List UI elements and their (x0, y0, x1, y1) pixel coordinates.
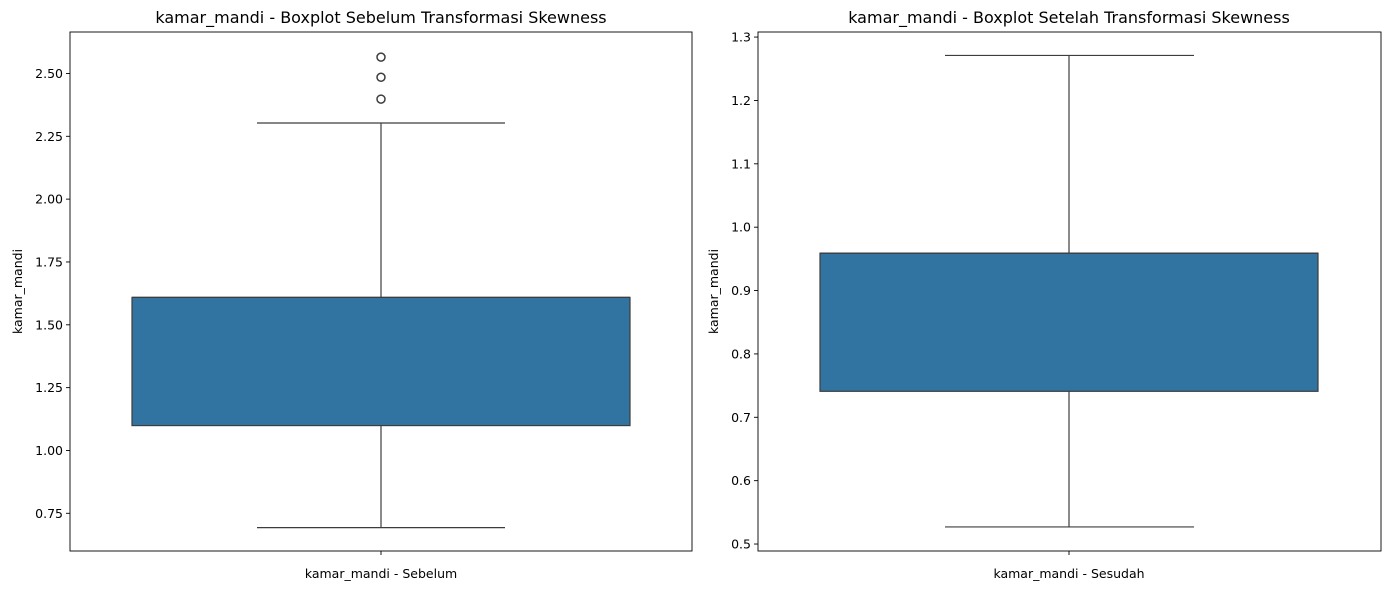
chart-title-after: kamar_mandi - Boxplot Setelah Transforma… (848, 8, 1290, 28)
y-axis-label-after: kamar_mandi (706, 249, 721, 334)
y-tick-label: 1.0 (731, 220, 751, 235)
y-tick-label: 0.7 (731, 410, 751, 425)
outlier-point (376, 52, 386, 62)
y-tick-label: 1.25 (35, 380, 63, 395)
y-tick-label: 2.25 (35, 129, 63, 144)
x-tick-label-before: kamar_mandi - Sebelum (305, 566, 457, 581)
iqr-box (131, 296, 631, 427)
boxplot-panel-after: kamar_mandi - Boxplot Setelah Transforma… (706, 8, 1382, 581)
y-tick-label: 0.5 (731, 537, 751, 552)
y-tick-label: 1.3 (731, 30, 751, 45)
y-tick-label: 1.75 (35, 254, 63, 269)
iqr-box (819, 252, 1319, 392)
y-tick-label: 0.9 (731, 283, 751, 298)
outlier-point (376, 72, 386, 82)
boxplot-panel-before: kamar_mandi - Boxplot Sebelum Transforma… (10, 8, 693, 581)
y-tick-label: 2.50 (35, 66, 63, 81)
x-tick-label-after: kamar_mandi - Sesudah (993, 566, 1144, 581)
y-tick-label: 1.00 (35, 443, 63, 458)
chart-title-before: kamar_mandi - Boxplot Sebelum Transforma… (155, 8, 606, 28)
y-tick-label: 1.1 (731, 156, 751, 171)
y-tick-label: 0.8 (731, 346, 751, 361)
y-axis-label-before: kamar_mandi (10, 249, 25, 334)
y-tick-label: 0.6 (731, 473, 751, 488)
y-tick-label: 1.2 (731, 93, 751, 108)
y-tick-label: 1.50 (35, 317, 63, 332)
y-tick-label: 0.75 (35, 506, 63, 521)
outlier-point (376, 94, 386, 104)
y-tick-label: 2.00 (35, 192, 63, 207)
